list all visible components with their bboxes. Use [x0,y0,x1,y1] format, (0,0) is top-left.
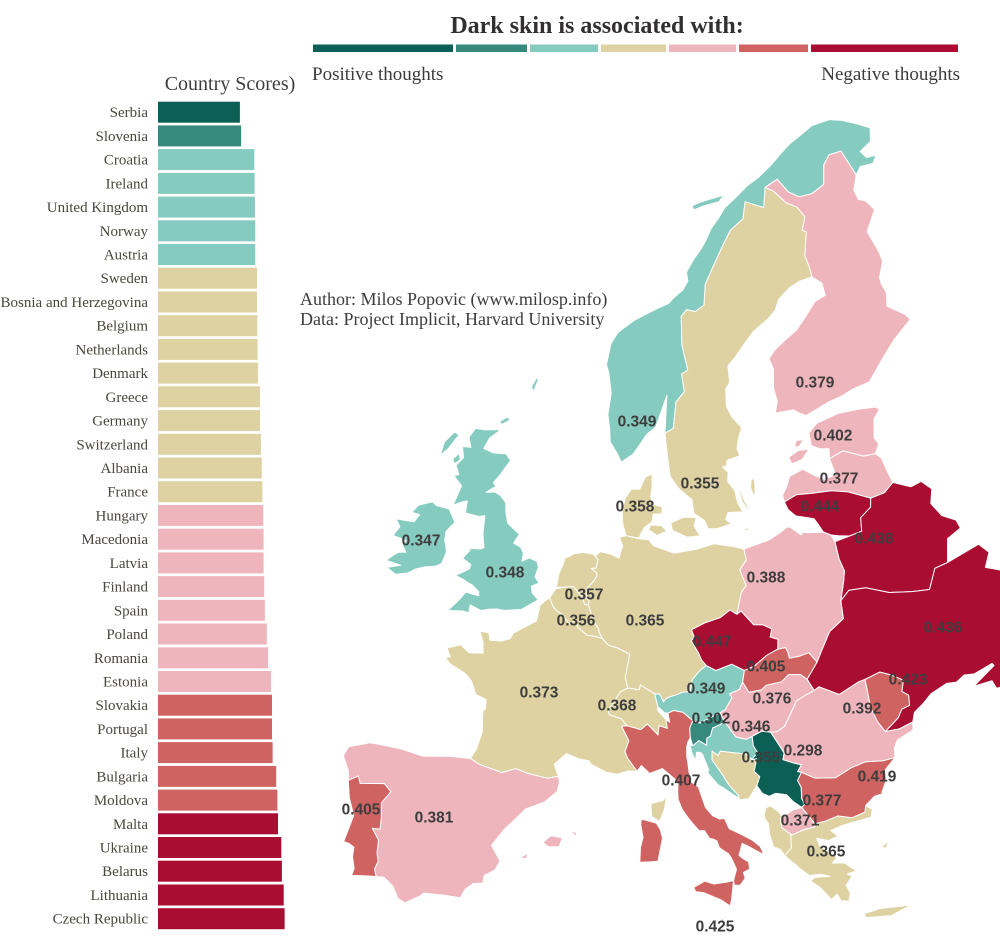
svg-text:Bulgaria: Bulgaria [96,769,148,785]
svg-text:0.392: 0.392 [843,701,882,718]
svg-text:0.447: 0.447 [693,634,732,651]
svg-text:Negative thoughts: Negative thoughts [821,64,960,85]
svg-text:0.402: 0.402 [814,428,853,445]
svg-text:0.405: 0.405 [342,802,381,819]
svg-text:France: France [107,485,148,501]
svg-text:Serbia: Serbia [110,105,149,121]
svg-text:0.358: 0.358 [616,499,655,516]
svg-text:Ukraine: Ukraine [100,841,149,857]
svg-text:0.298: 0.298 [784,743,823,760]
svg-text:Denmark: Denmark [92,366,148,382]
svg-text:0.425: 0.425 [696,919,735,936]
svg-text:Slovakia: Slovakia [96,698,149,714]
svg-text:0.349: 0.349 [618,414,657,431]
svg-text:Croatia: Croatia [104,153,148,169]
svg-text:0.423: 0.423 [889,672,928,689]
svg-text:Latvia: Latvia [110,556,149,572]
svg-text:0.302: 0.302 [692,711,731,728]
svg-text:0.373: 0.373 [520,685,559,702]
svg-text:0.376: 0.376 [753,691,792,708]
svg-text:0.371: 0.371 [781,813,820,830]
svg-text:Moldova: Moldova [94,793,149,809]
svg-text:Spain: Spain [114,603,149,619]
svg-text:Estonia: Estonia [103,675,148,691]
svg-text:Switzerland: Switzerland [76,437,148,453]
svg-text:0.381: 0.381 [415,810,454,827]
svg-text:Romania: Romania [94,651,148,667]
svg-text:Netherlands: Netherlands [76,342,149,358]
svg-text:Portugal: Portugal [97,722,148,738]
svg-text:Malta: Malta [113,817,148,833]
svg-text:United Kingdom: United Kingdom [47,200,149,216]
svg-text:Greece: Greece [106,390,149,406]
svg-text:Bosnia and Herzegovina: Bosnia and Herzegovina [1,295,149,311]
svg-text:Czech Republic: Czech Republic [53,912,149,928]
svg-text:Belarus: Belarus [102,864,148,880]
svg-text:0.419: 0.419 [858,769,897,786]
svg-text:0.438: 0.438 [855,531,894,548]
svg-text:0.349: 0.349 [687,681,726,698]
svg-text:0.444: 0.444 [801,499,840,516]
svg-text:Finland: Finland [102,580,148,596]
svg-text:0.379: 0.379 [796,375,835,392]
svg-text:Ireland: Ireland [106,176,149,192]
svg-text:0.365: 0.365 [626,613,665,630]
svg-text:Sweden: Sweden [101,271,149,287]
svg-text:0.436: 0.436 [924,620,963,637]
svg-text:Lithuania: Lithuania [91,888,149,904]
svg-text:Germany: Germany [92,414,148,430]
svg-text:0.377: 0.377 [820,471,859,488]
svg-text:Slovenia: Slovenia [96,129,149,145]
svg-text:Macedonia: Macedonia [81,532,148,548]
svg-text:Poland: Poland [106,627,148,643]
svg-text:0.355: 0.355 [681,476,720,493]
svg-text:Dark skin is associated with:: Dark skin is associated with: [450,13,743,39]
svg-text:Data: Project Implicit, Harvar: Data: Project Implicit, Harvard Universi… [300,309,604,329]
svg-text:Hungary: Hungary [96,508,149,524]
svg-text:0.407: 0.407 [662,773,701,790]
svg-text:0.355: 0.355 [742,750,781,767]
svg-text:Belgium: Belgium [96,319,148,335]
svg-text:Norway: Norway [100,224,149,240]
svg-text:Author: Milos Popovic (www.mil: Author: Milos Popovic (www.milosp.info) [300,289,607,310]
svg-text:Italy: Italy [121,746,149,762]
svg-text:Albania: Albania [101,461,149,477]
svg-text:0.388: 0.388 [747,570,786,587]
svg-text:Country Scores): Country Scores) [165,73,296,95]
svg-text:0.356: 0.356 [557,613,596,630]
svg-text:0.346: 0.346 [732,719,771,736]
svg-text:0.368: 0.368 [598,698,637,715]
svg-text:Positive thoughts: Positive thoughts [312,64,443,85]
svg-text:Austria: Austria [104,248,149,264]
svg-text:0.348: 0.348 [486,565,525,582]
svg-text:0.405: 0.405 [747,659,786,676]
svg-text:0.357: 0.357 [565,587,604,604]
svg-text:0.365: 0.365 [807,844,846,861]
svg-text:0.347: 0.347 [402,533,441,550]
svg-text:0.377: 0.377 [803,793,842,810]
